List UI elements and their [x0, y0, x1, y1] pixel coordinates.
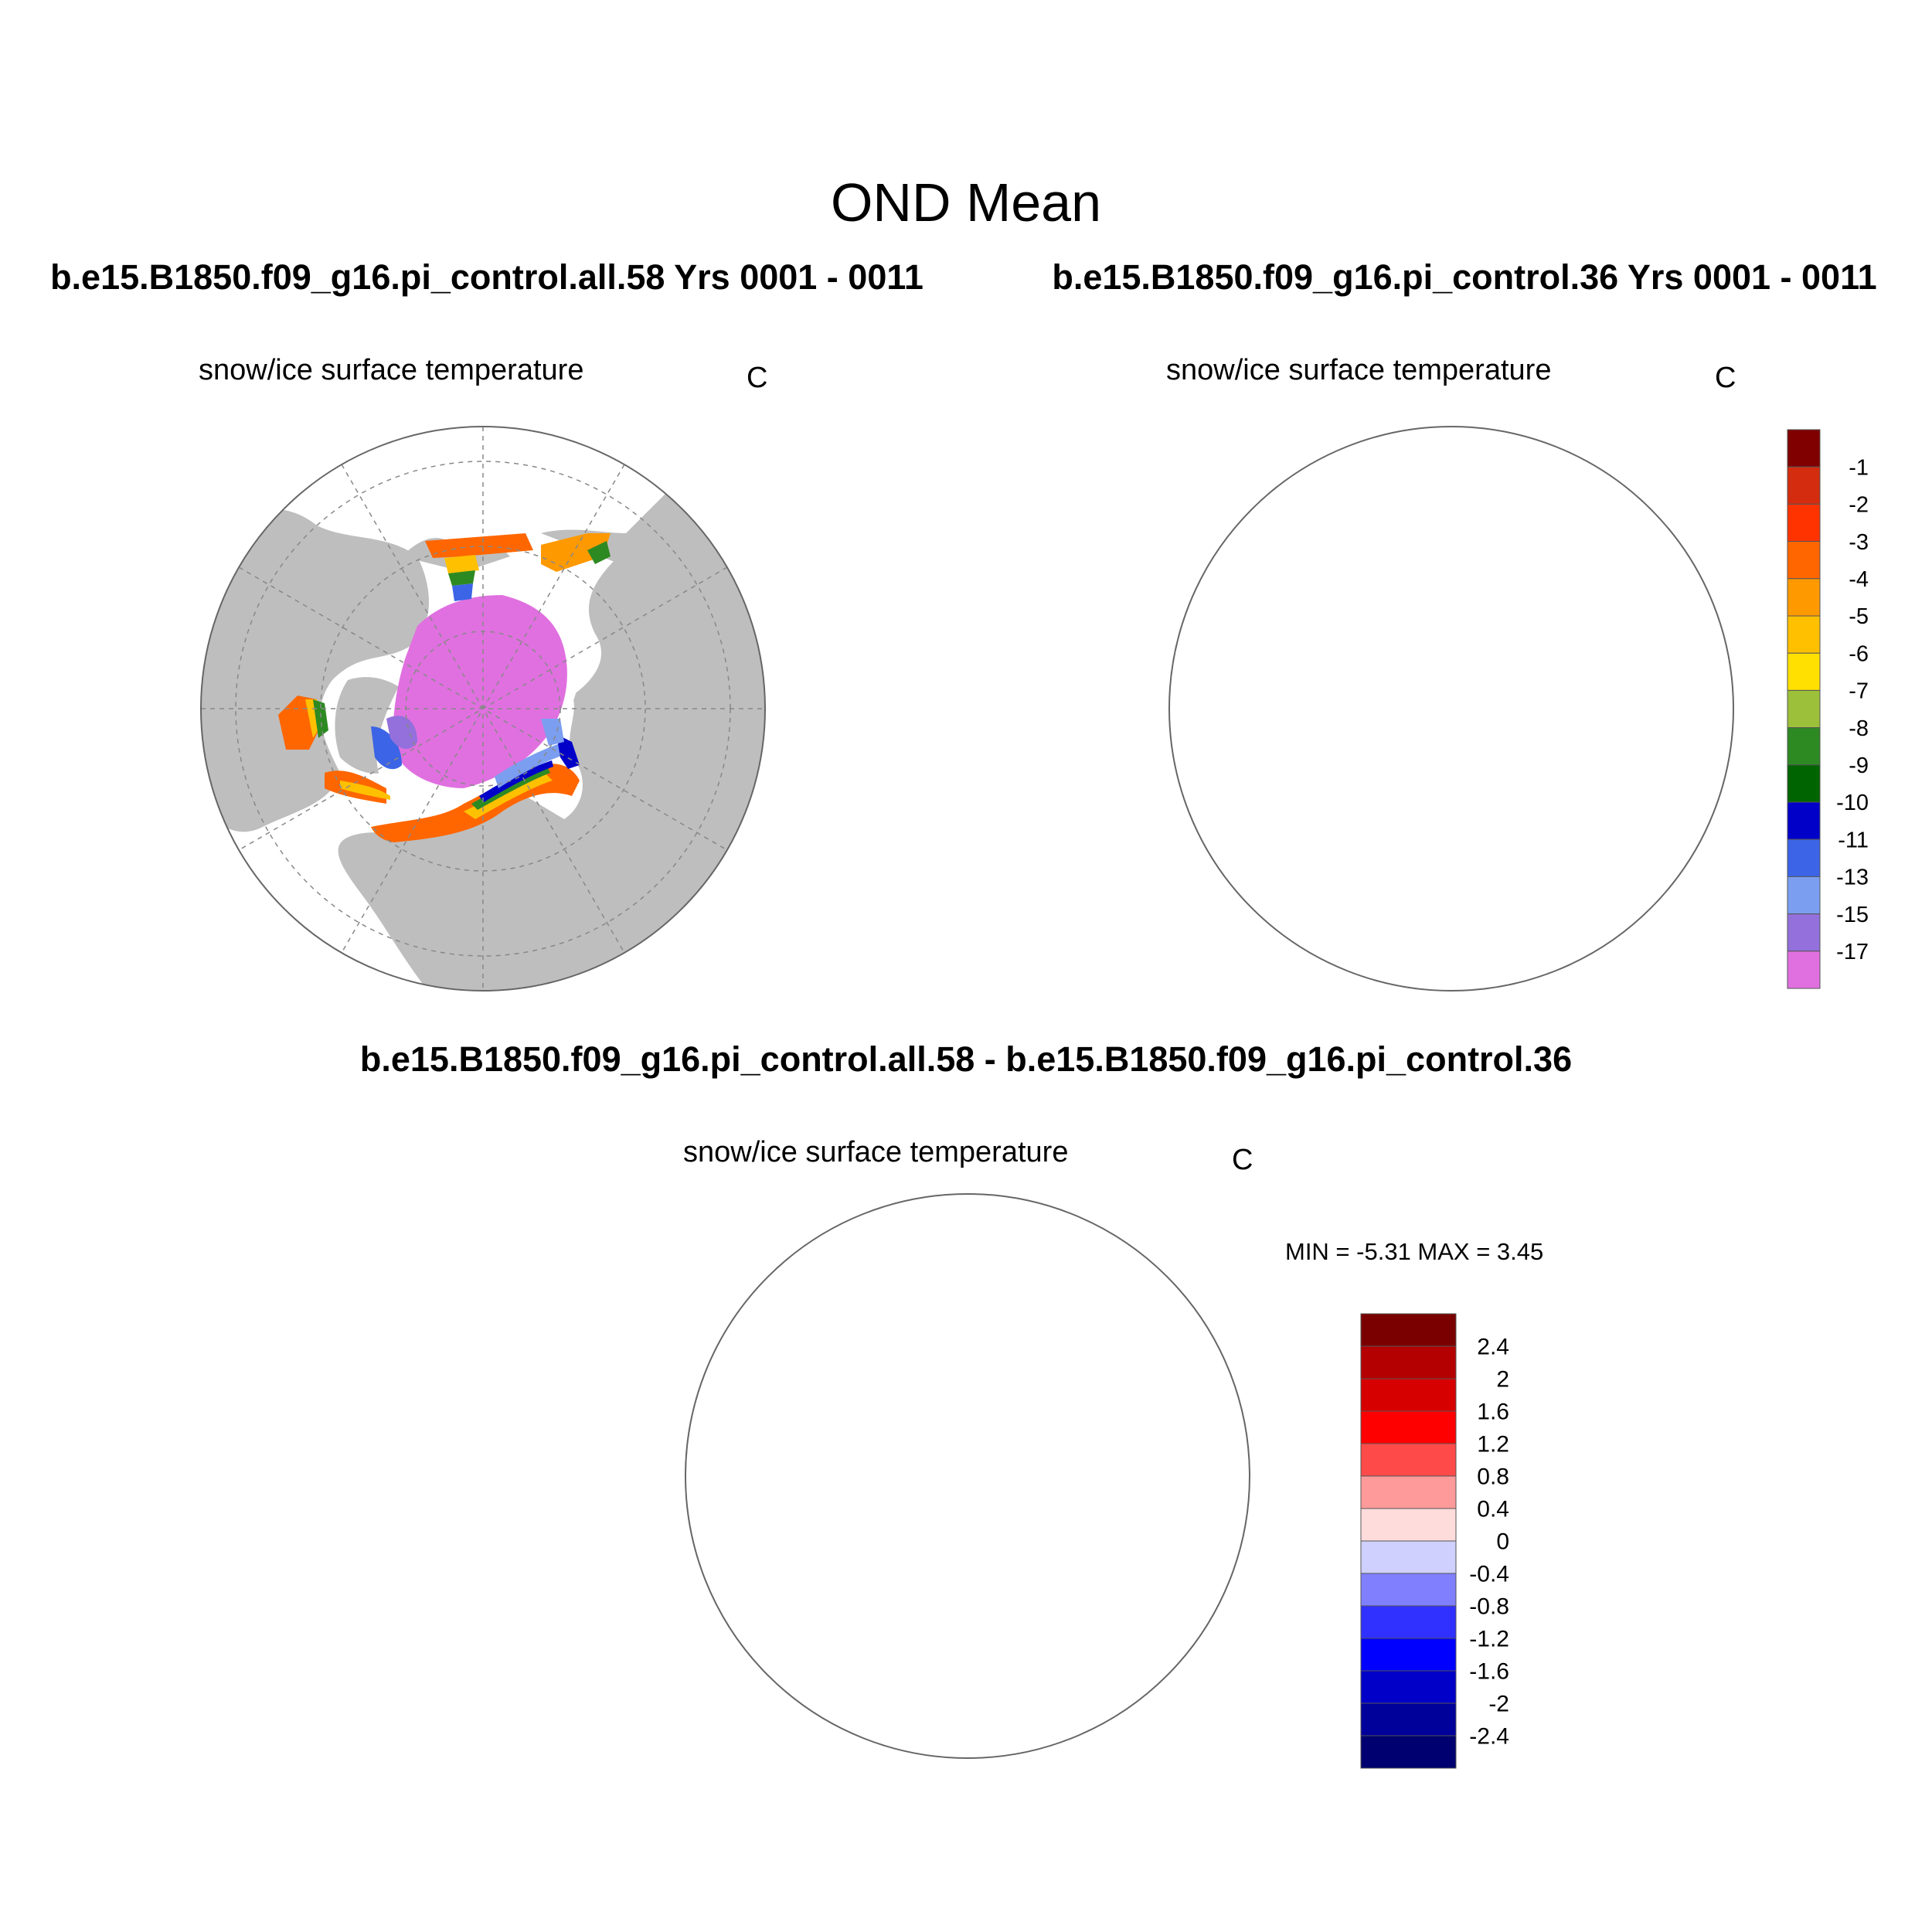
- colorbar-difference-label: -0.4: [1469, 1562, 1509, 1587]
- panel-3-map: [670, 1194, 1257, 1772]
- colorbar-difference-swatch: [1360, 1573, 1457, 1607]
- panel-2-units: C: [1715, 362, 1736, 394]
- colorbar-difference-label: -2.4: [1469, 1724, 1509, 1750]
- colorbar-absolute-swatch: [1787, 876, 1821, 915]
- colorbar-absolute-swatch: [1787, 951, 1821, 989]
- colorbar-difference-label: -0.8: [1469, 1594, 1509, 1620]
- colorbar-absolute-swatch: [1787, 689, 1821, 729]
- colorbar-difference-label: 1.2: [1477, 1432, 1509, 1458]
- colorbar-absolute-swatch: [1787, 913, 1821, 952]
- colorbar-absolute-swatch: [1787, 541, 1821, 580]
- panel-3-variable: snow/ice surface temperature: [683, 1136, 1069, 1168]
- main-title: OND Mean: [830, 172, 1102, 233]
- colorbar-difference-swatch: [1360, 1605, 1457, 1639]
- colorbar-absolute-label: -10: [1836, 791, 1869, 815]
- colorbar-absolute-swatch: [1787, 727, 1821, 766]
- colorbar-absolute-label: -6: [1849, 641, 1869, 666]
- colorbar-absolute-label: -1: [1849, 455, 1869, 480]
- colorbar-difference-swatch: [1360, 1443, 1457, 1477]
- min-max-readout: MIN = -5.31 MAX = 3.45: [1285, 1238, 1544, 1265]
- colorbar-absolute-swatch: [1787, 615, 1821, 654]
- colorbar-difference-label: 0.8: [1477, 1464, 1509, 1490]
- colorbar-absolute-swatch: [1787, 764, 1821, 803]
- panel-1-units: C: [747, 362, 768, 394]
- colorbar-difference-swatch: [1360, 1508, 1457, 1542]
- colorbar-absolute-label: -15: [1836, 903, 1869, 927]
- panel-1-case-title: b.e15.B1850.f09_g16.pi_control.all.58 Yr…: [50, 257, 923, 297]
- colorbar-difference-swatch: [1360, 1670, 1457, 1704]
- colorbar-absolute: -1 -2 -3 -4 -5 -6 -7 -8 -9 -10 -11 -13 -15 -17: [1787, 429, 1869, 989]
- colorbar-absolute-swatch: [1787, 429, 1821, 468]
- colorbar-difference-label: 1.6: [1477, 1400, 1509, 1425]
- colorbar-difference-swatch: [1360, 1540, 1457, 1574]
- colorbar-difference: 2.4 2 1.6 1.2 0.8 0.4 0 -0.4 -0.8 -1.2 -1.6 -2 -2.4: [1360, 1313, 1509, 1769]
- panel-2-variable: snow/ice surface temperature: [1166, 354, 1552, 386]
- colorbar-difference-label: 0.4: [1477, 1497, 1509, 1522]
- panel-1-variable: snow/ice surface temperature: [199, 354, 584, 386]
- colorbar-absolute-swatch: [1787, 838, 1821, 877]
- colorbar-difference-swatch: [1360, 1702, 1457, 1736]
- colorbar-difference-swatch: [1360, 1410, 1457, 1444]
- colorbar-absolute-label: -2: [1849, 493, 1869, 518]
- panel-2-map: [1154, 427, 1741, 1005]
- colorbar-difference-swatch: [1360, 1313, 1457, 1347]
- colorbar-difference-swatch: [1360, 1378, 1457, 1412]
- colorbar-difference-label: 0: [1496, 1529, 1509, 1555]
- colorbar-absolute-label: -4: [1849, 567, 1869, 592]
- panel-3-units: C: [1232, 1144, 1253, 1176]
- colorbar-difference-label: -2: [1488, 1692, 1509, 1717]
- colorbar-absolute-swatch: [1787, 801, 1821, 840]
- colorbar-absolute-label: -5: [1849, 604, 1869, 629]
- colorbar-absolute-label: -9: [1849, 753, 1869, 778]
- colorbar-difference-label: -1.6: [1469, 1659, 1509, 1685]
- colorbar-difference-label: 2.4: [1477, 1335, 1509, 1360]
- colorbar-difference-swatch: [1360, 1345, 1457, 1379]
- colorbar-absolute-swatch: [1787, 652, 1821, 691]
- colorbar-absolute-swatch: [1787, 578, 1821, 617]
- colorbar-absolute-swatch: [1787, 466, 1821, 505]
- colorbar-absolute-swatch: [1787, 503, 1821, 543]
- colorbar-difference-label: 2: [1496, 1367, 1509, 1393]
- panel-2-case-title: b.e15.B1850.f09_g16.pi_control.36 Yrs 00…: [1052, 257, 1877, 297]
- colorbar-absolute-label: -17: [1836, 940, 1869, 964]
- panel-1-map: [201, 427, 765, 991]
- colorbar-absolute-label: -8: [1849, 716, 1869, 741]
- colorbar-difference-label: -1.2: [1469, 1627, 1509, 1652]
- colorbar-absolute-label: -13: [1836, 866, 1869, 890]
- colorbar-absolute-label: -11: [1838, 828, 1869, 852]
- colorbar-difference-swatch: [1360, 1638, 1457, 1672]
- colorbar-absolute-label: -3: [1849, 530, 1869, 555]
- colorbar-difference-swatch: [1360, 1735, 1457, 1769]
- colorbar-difference-swatch: [1360, 1475, 1457, 1509]
- colorbar-absolute-label: -7: [1849, 679, 1869, 704]
- panel-3-case-title: b.e15.B1850.f09_g16.pi_control.all.58 - …: [359, 1039, 1573, 1079]
